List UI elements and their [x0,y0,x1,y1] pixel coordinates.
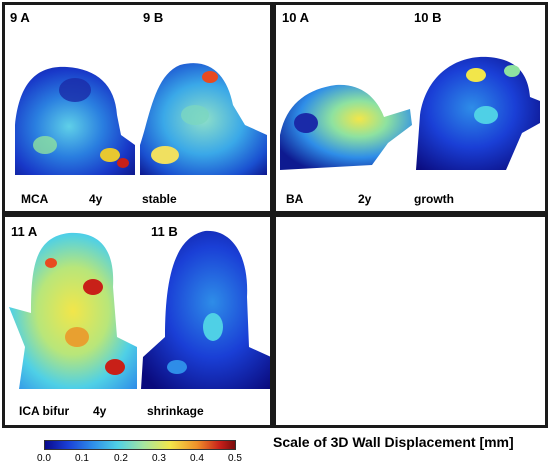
caption-9-location: MCA [21,192,49,206]
aneurysm-11b-shape [141,230,270,389]
panel-empty [273,214,548,428]
caption-10-duration: 2y [358,192,372,206]
caption-10-location: BA [286,192,304,206]
colorbar-gradient [44,440,236,450]
caption-11-duration: 4y [93,404,107,418]
aneurysm-10-renderings [280,56,540,170]
aneurysm-11a-shape [9,232,137,389]
colorbar-tick-4: 0.4 [190,453,204,464]
caption-11-location: ICA bifur [19,404,70,418]
colorbar-tick-1: 0.1 [75,453,89,464]
caption-9-duration: 4y [89,192,103,206]
colorbar [44,440,236,450]
panel-10: 10 A 10 B BA 2y growth [273,2,548,214]
aneurysm-9-renderings [15,63,267,175]
aneurysm-10a-shape [280,84,412,170]
panel-9: 9 A 9 B MCA 4y stable [2,2,273,214]
aneurysm-11-renderings [9,230,270,389]
colorbar-tick-0: 0.0 [37,453,51,464]
label-11a: 11 A [11,224,38,239]
caption-9-outcome: stable [142,192,177,206]
label-10a: 10 A [282,10,309,25]
label-11b: 11 B [151,224,178,239]
colorbar-tick-5: 0.5 [228,453,242,464]
colorbar-tick-2: 0.2 [114,453,128,464]
colorbar-tick-3: 0.3 [152,453,166,464]
caption-10-outcome: growth [414,192,454,206]
panel-11: 11 A 11 B ICA bifur 4y shrinkage [2,214,273,428]
colorbar-title: Scale of 3D Wall Displacement [mm] [273,434,514,450]
label-9b: 9 B [143,10,164,25]
label-9a: 9 A [10,10,30,25]
label-10b: 10 B [414,10,442,25]
caption-11-outcome: shrinkage [147,404,204,418]
